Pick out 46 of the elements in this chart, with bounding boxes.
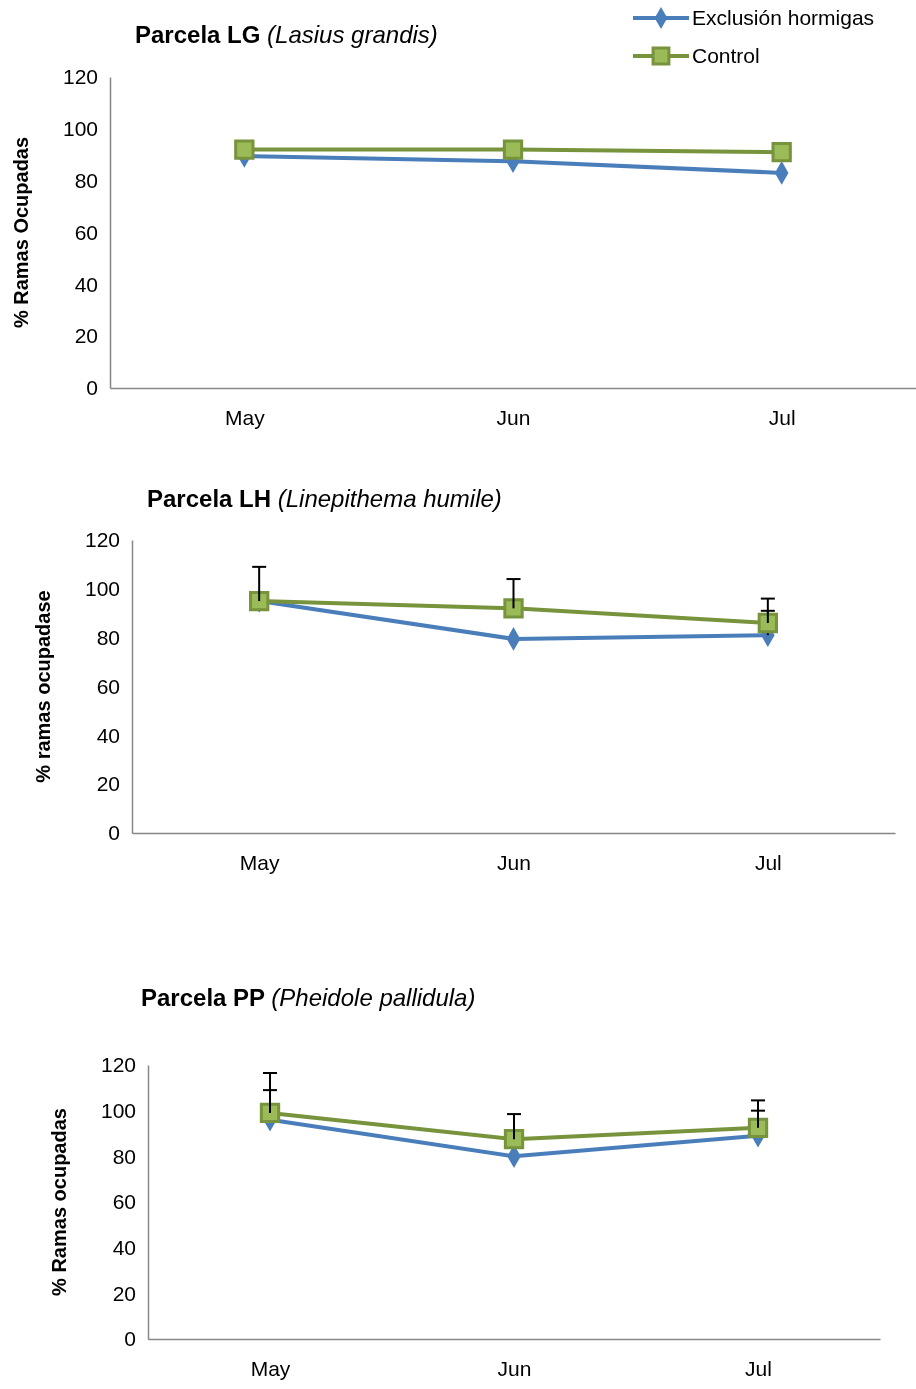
point [249,590,270,612]
point [747,1117,769,1138]
y-axis-title: % Ramas Ocupadas [10,136,32,329]
y-tick-label: 100 [84,577,120,601]
point [771,142,792,163]
legend-label: Control [692,44,760,67]
y-tick-label: 80 [74,168,98,192]
x-tick-label: Jun [497,850,531,874]
y-tick-label: 60 [112,1190,136,1214]
x-tick-label: May [239,850,280,874]
point [234,139,255,160]
y-tick-label: 120 [84,528,120,552]
y-tick-label: 80 [112,1144,136,1168]
point [259,1102,281,1124]
y-tick-label: 80 [96,625,120,649]
y-tick-label: 100 [62,117,98,141]
point [503,1129,525,1150]
legend-label: Exclusión hormigas [692,6,875,29]
point [502,139,524,160]
y-tick-label: 20 [74,324,98,348]
y-tick-label: 60 [96,674,120,698]
x-tick-label: Jun [496,405,531,429]
y-tick-label: 0 [124,1327,136,1351]
chart-title: Parcela LH (Linepithema humile) [147,485,502,512]
x-tick-label: May [250,1356,291,1380]
y-tick-label: 0 [108,821,120,845]
y-tick-label: 20 [96,772,120,796]
y-tick-label: 120 [100,1053,136,1077]
y-tick-label: 120 [62,65,98,89]
x-tick-label: Jul [754,850,782,874]
y-tick-label: 100 [100,1098,136,1122]
x-tick-label: Jul [768,405,796,429]
point [503,598,524,619]
y-tick-label: 0 [86,376,98,400]
chart-title: Parcela LG (Lasius grandis) [135,21,438,48]
x-tick-label: Jul [745,1356,772,1380]
chart-title: Parcela PP (Pheidole pallidula) [141,984,476,1011]
y-tick-label: 40 [96,723,120,747]
y-tick-label: 20 [112,1281,136,1305]
y-axis-title: % ramas ocupadase [32,590,54,783]
y-tick-label: 40 [112,1235,136,1259]
x-tick-label: May [224,405,266,429]
x-tick-label: Jun [497,1356,532,1380]
y-tick-label: 40 [74,272,98,296]
y-axis-title: % Ramas ocupadas [48,1108,70,1296]
y-tick-label: 60 [74,220,98,244]
